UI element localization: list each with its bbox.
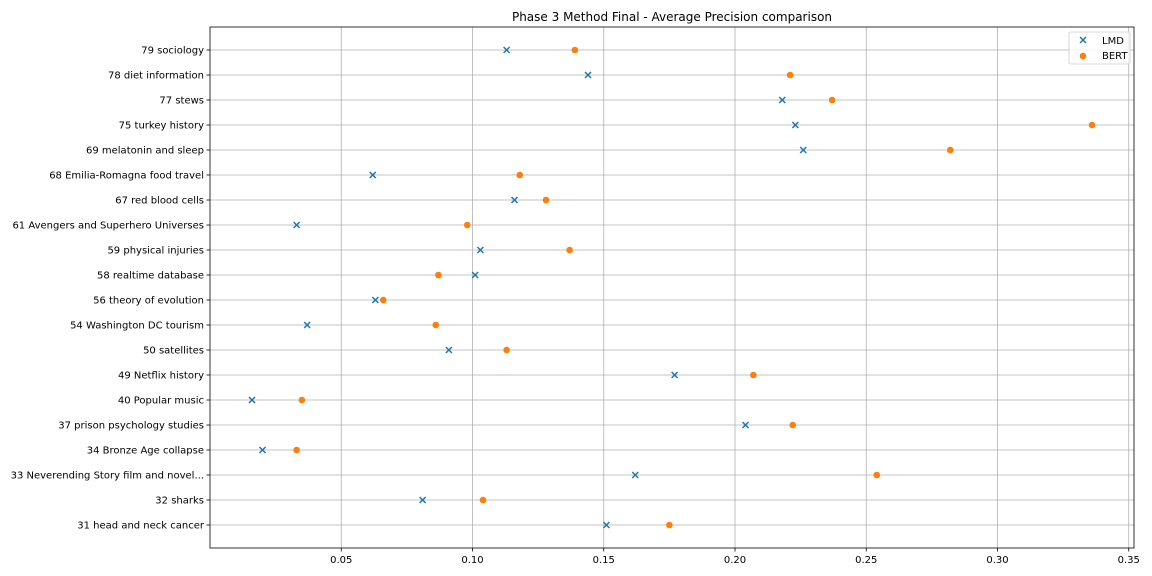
plot-frame: [209, 26, 1135, 549]
x-tick-label: 0.15: [593, 555, 615, 566]
point-bert: [293, 446, 300, 454]
y-tick-label: 33 Neverending Story film and novel...: [11, 471, 204, 482]
point-lmd: [248, 396, 256, 404]
point-lmd: [791, 121, 799, 129]
legend-label-bert: BERT: [1102, 51, 1128, 62]
point-lmd: [602, 521, 610, 529]
y-tick-label: 32 sharks: [155, 496, 204, 507]
point-bert: [946, 146, 954, 154]
point-bert: [571, 46, 579, 54]
y-tick-label: 56 theory of evolution: [93, 296, 204, 307]
point-bert: [298, 396, 306, 404]
point-bert: [503, 346, 510, 354]
x-tick-label: 0.10: [461, 555, 483, 566]
x-tick-label: 0.20: [724, 555, 746, 566]
point-lmd: [799, 146, 807, 154]
legend-marker-bert: [1079, 52, 1087, 60]
legend-label-lmd: LMD: [1102, 36, 1124, 47]
data-points: [248, 46, 1096, 529]
y-tick-label: 79 sociology: [141, 46, 204, 57]
y-tick-label: 67 red blood cells: [115, 196, 204, 207]
y-tick-label: 31 head and neck cancer: [77, 521, 205, 532]
point-lmd: [584, 71, 592, 79]
point-bert: [828, 96, 836, 104]
point-bert: [873, 471, 881, 479]
point-bert: [516, 171, 524, 179]
x-tick-label: 0.30: [986, 555, 1008, 566]
y-tick-label: 40 Popular music: [118, 396, 204, 407]
point-bert: [566, 246, 573, 254]
point-lmd: [510, 196, 519, 204]
point-bert: [435, 271, 442, 279]
y-tick-label: 59 physical injuries: [107, 246, 204, 257]
point-bert: [379, 296, 387, 304]
y-axis-ticks: 79 sociology 78 diet information 77 stews 7…: [11, 46, 210, 532]
x-tick-label: 0.05: [330, 555, 352, 566]
point-lmd: [741, 421, 750, 429]
y-tick-label: 78 diet information: [108, 71, 204, 82]
point-bert: [786, 71, 794, 79]
y-tick-label: 49 Netflix history: [118, 371, 204, 382]
point-bert: [542, 196, 550, 204]
point-lmd: [371, 296, 379, 304]
point-lmd: [419, 496, 427, 504]
y-tick-label: 77 stews: [159, 96, 204, 107]
point-lmd: [258, 446, 267, 454]
y-tick-label: 34 Bronze Age collapse: [87, 446, 204, 457]
y-tick-label: 75 turkey history: [119, 121, 204, 132]
point-lmd: [445, 346, 453, 354]
point-lmd: [631, 471, 639, 479]
chart-title: Phase 3 Method Final - Average Precision…: [512, 10, 832, 24]
y-tick-label: 58 realtime database: [97, 271, 204, 282]
y-tick-label: 37 prison psychology studies: [58, 421, 204, 432]
y-tick-label: 54 Washington DC tourism: [70, 321, 204, 332]
point-bert: [789, 421, 797, 429]
y-tick-label: 61 Avengers and Superhero Universes: [12, 221, 204, 232]
grid: [210, 27, 1134, 548]
point-bert: [1088, 121, 1096, 129]
y-tick-label: 50 satellites: [143, 346, 204, 357]
point-bert: [666, 521, 673, 529]
point-lmd: [303, 321, 311, 329]
x-axis-ticks: 0.05 0.10 0.15 0.20 0.25 0.30 0.35: [330, 548, 1140, 566]
point-lmd: [471, 271, 479, 279]
point-lmd: [293, 221, 301, 229]
point-lmd: [671, 371, 679, 379]
point-lmd: [369, 171, 377, 179]
y-tick-label: 69 melatonin and sleep: [86, 146, 204, 157]
x-tick-label: 0.35: [1118, 555, 1140, 566]
legend-marker-lmd: [1079, 36, 1087, 44]
y-tick-label: 68 Emilia-Romagna food travel: [49, 171, 204, 182]
point-lmd: [476, 246, 484, 254]
point-bert: [750, 371, 757, 379]
point-lmd: [778, 96, 786, 104]
point-bert: [463, 221, 471, 229]
point-lmd: [503, 46, 511, 54]
point-bert: [479, 496, 487, 504]
point-bert: [432, 321, 440, 329]
legend: LMD BERT: [1068, 31, 1131, 65]
x-tick-label: 0.25: [855, 555, 877, 566]
